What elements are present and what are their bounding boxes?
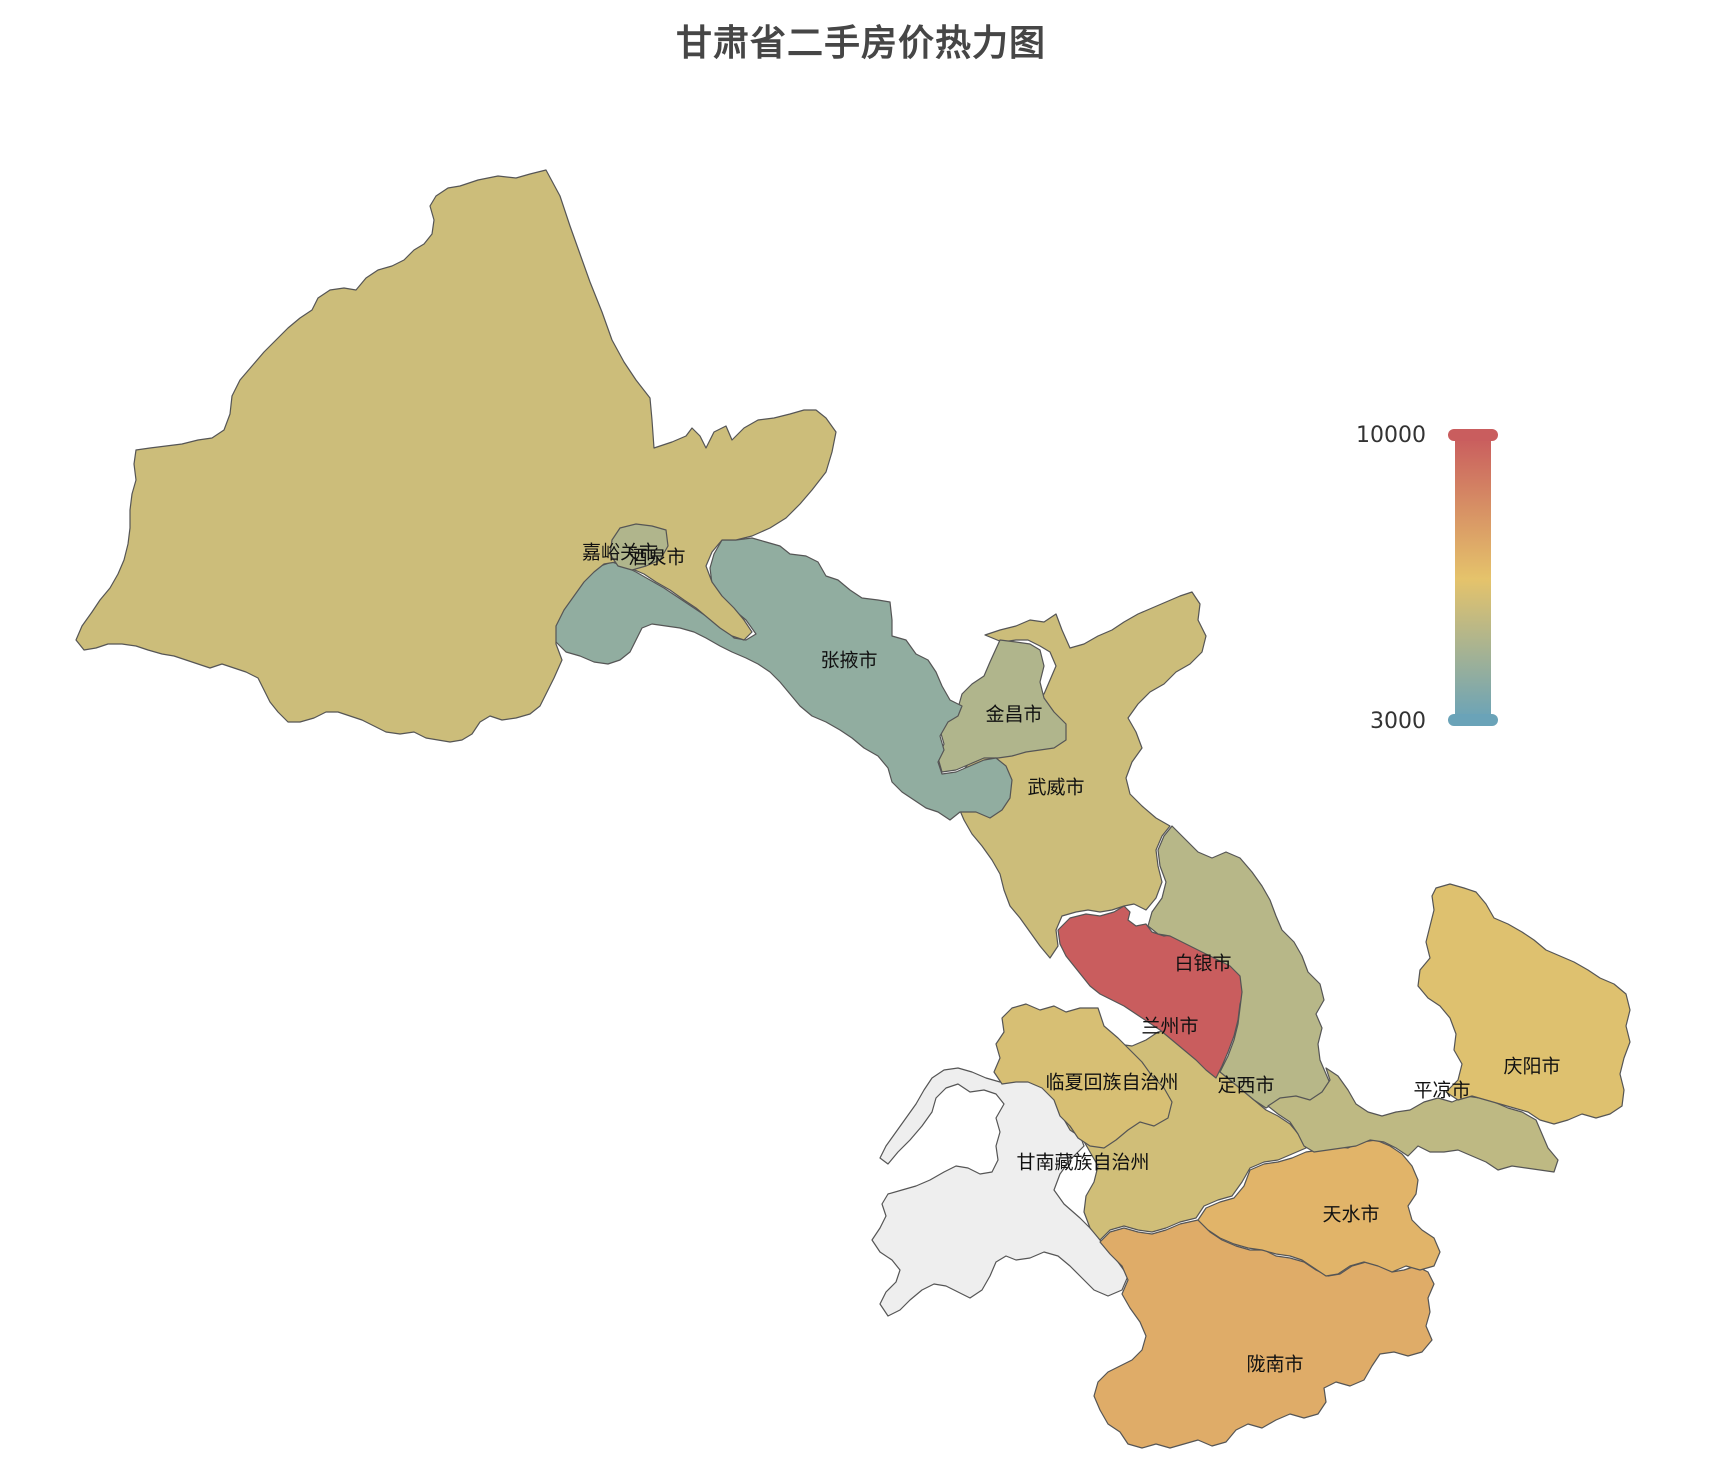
- region-label: 酒泉市: [628, 547, 685, 569]
- region-jiayuguan[interactable]: [609, 523, 669, 571]
- region-pingliang[interactable]: [1267, 1067, 1559, 1173]
- region-label: 庆阳市: [1503, 1056, 1560, 1078]
- region-linxia[interactable]: [993, 1003, 1173, 1149]
- regions-layer: [75, 169, 1631, 1449]
- visual-map-max-label: 10000: [1356, 423, 1426, 448]
- region-label: 陇南市: [1246, 1354, 1303, 1376]
- region-label: 甘南藏族自治州: [1016, 1152, 1149, 1174]
- region-label: 临夏回族自治州: [1045, 1072, 1178, 1094]
- region-label: 兰州市: [1141, 1016, 1198, 1038]
- region-qingyang[interactable]: [1417, 883, 1631, 1125]
- region-label: 平凉市: [1413, 1080, 1470, 1102]
- region-label: 白银市: [1174, 953, 1231, 975]
- visual-map-legend[interactable]: 10000 3000: [1356, 423, 1498, 734]
- visual-map-min-label: 3000: [1370, 709, 1426, 734]
- region-zhangye[interactable]: [551, 537, 1013, 821]
- region-label: 金昌市: [985, 704, 1042, 726]
- region-label: 嘉峪关市: [582, 542, 658, 564]
- region-jiuquan[interactable]: [75, 169, 837, 743]
- visual-map-handle-min[interactable]: [1448, 714, 1498, 726]
- region-label: 天水市: [1322, 1204, 1379, 1226]
- visual-map-bar[interactable]: [1455, 438, 1491, 720]
- visual-map-handle-max[interactable]: [1448, 429, 1498, 441]
- region-label: 武威市: [1027, 777, 1084, 799]
- region-jinchang[interactable]: [937, 639, 1067, 773]
- region-label: 张掖市: [820, 650, 877, 672]
- chart-title: 甘肃省二手房价热力图: [675, 23, 1046, 64]
- region-gannan[interactable]: [871, 1067, 1129, 1317]
- region-label: 定西市: [1217, 1075, 1274, 1097]
